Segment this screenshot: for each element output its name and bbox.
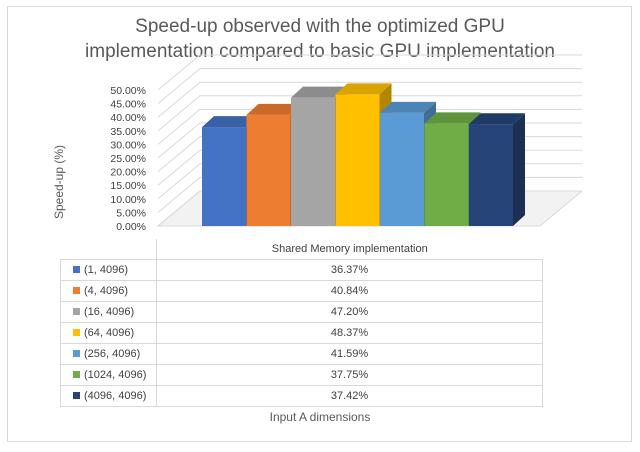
- data-table-row: (4096, 4096) 37.42%: [60, 385, 543, 407]
- y-tick-label: 20.00%: [110, 167, 146, 179]
- chart-title: Speed-up observed with the optimized GPU…: [0, 14, 640, 64]
- data-table-row: (1024, 4096) 37.75%: [60, 364, 543, 386]
- bar-top: [335, 83, 392, 95]
- legend-label: (16, 4096): [84, 306, 135, 318]
- x-axis-label: Input A dimensions: [269, 410, 371, 424]
- data-label: 47.20%: [156, 301, 543, 323]
- y-tick-label: 25.00%: [110, 153, 146, 165]
- bar: [202, 127, 246, 226]
- data-label: 40.84%: [156, 280, 543, 302]
- legend-swatch: [73, 350, 80, 357]
- legend-swatch: [73, 287, 80, 294]
- bar-top: [291, 86, 347, 98]
- bar-top: [424, 112, 481, 124]
- data-label: 41.59%: [156, 343, 543, 365]
- bar-top: [380, 101, 436, 113]
- data-table-row: (4, 4096) 40.84%: [60, 280, 543, 302]
- gridline: [157, 95, 582, 132]
- bar: [335, 94, 380, 227]
- data-table-row: (16, 4096) 47.20%: [60, 301, 543, 323]
- gridline: [157, 108, 582, 145]
- data-table-category-header: Shared Memory implementation: [156, 239, 543, 260]
- y-tick-label: 0.00%: [116, 221, 146, 233]
- data-table-row: (256, 4096) 41.59%: [60, 343, 543, 365]
- y-tick-label: 40.00%: [110, 112, 146, 124]
- gridline: [157, 81, 582, 118]
- legend-entry: (64, 4096): [60, 322, 157, 344]
- legend-label: (64, 4096): [84, 327, 135, 339]
- chart-title-line-1: Speed-up observed with the optimized GPU: [135, 16, 505, 37]
- gridline: [157, 68, 582, 104]
- legend-entry: (4096, 4096): [60, 385, 157, 407]
- y-tick-label: 15.00%: [110, 180, 146, 192]
- bar-top: [202, 116, 258, 128]
- legend-label: (256, 4096): [84, 348, 141, 360]
- y-tick-label: 35.00%: [110, 126, 146, 138]
- bar: [291, 97, 335, 226]
- data-table-header-row: Shared Memory implementation: [60, 239, 543, 260]
- bar-side: [513, 113, 525, 226]
- data-label: 37.75%: [156, 364, 543, 386]
- legend-swatch: [73, 266, 80, 273]
- legend-label: (1024, 4096): [84, 369, 147, 381]
- y-tick-label: 30.00%: [110, 139, 146, 151]
- legend-swatch: [73, 371, 80, 378]
- bar: [424, 123, 469, 226]
- bar-top: [469, 113, 525, 125]
- data-label: 36.37%: [156, 259, 543, 281]
- y-tick-label: 5.00%: [116, 207, 146, 219]
- legend-swatch: [73, 308, 80, 315]
- gridline: [157, 54, 582, 91]
- data-table-corner: [60, 239, 157, 260]
- data-table: Shared Memory implementation (1, 4096) 36…: [60, 239, 543, 407]
- chart-title-line-2: implementation compared to basic GPU imp…: [85, 41, 555, 62]
- data-table-row: (1, 4096) 36.37%: [60, 259, 543, 281]
- data-label: 37.42%: [156, 385, 543, 407]
- legend-entry: (1, 4096): [60, 259, 157, 281]
- legend-label: (4, 4096): [84, 285, 129, 297]
- y-tick-label: 50.00%: [110, 85, 146, 97]
- legend-label: (1, 4096): [84, 264, 129, 276]
- legend-swatch: [73, 392, 80, 399]
- data-label: 48.37%: [156, 322, 543, 344]
- y-tick-label: 45.00%: [110, 99, 146, 111]
- data-table-row: (64, 4096) 48.37%: [60, 322, 543, 344]
- legend-swatch: [73, 329, 80, 336]
- legend-entry: (4, 4096): [60, 280, 157, 302]
- bar: [469, 124, 513, 226]
- bar-top: [246, 103, 303, 115]
- y-tick-label: 10.00%: [110, 194, 146, 206]
- legend-entry: (16, 4096): [60, 301, 157, 323]
- legend-label: (4096, 4096): [84, 390, 147, 402]
- legend-entry: (256, 4096): [60, 343, 157, 365]
- bar: [246, 114, 291, 226]
- legend-entry: (1024, 4096): [60, 364, 157, 386]
- bar: [380, 112, 424, 226]
